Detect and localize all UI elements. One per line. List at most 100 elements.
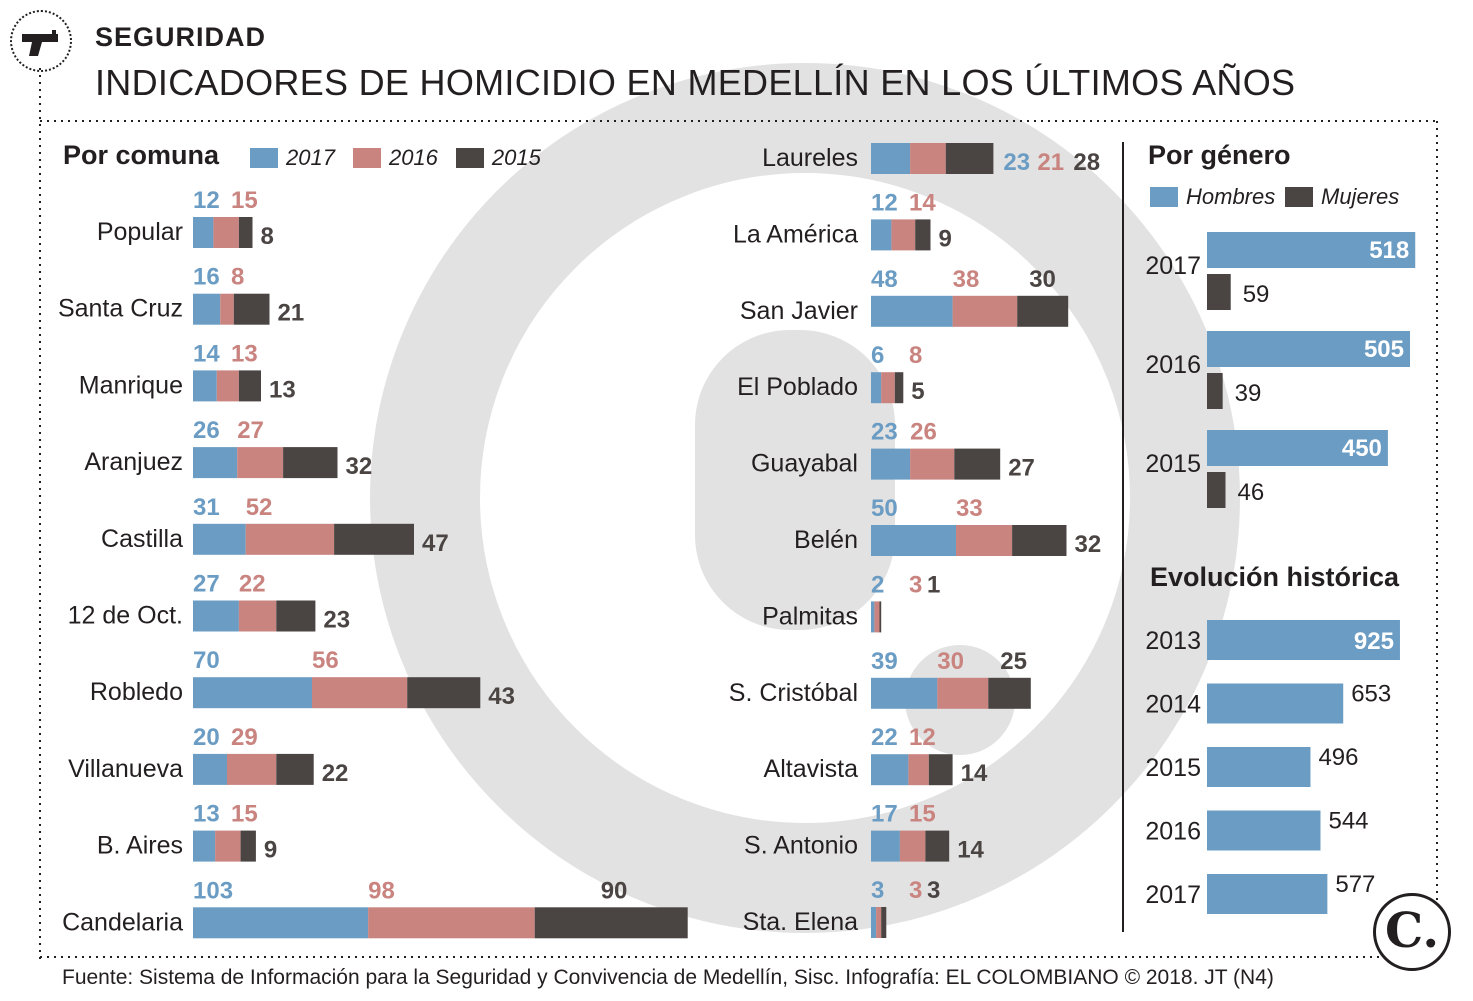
legend-2015: 2015 [455,145,541,171]
data-label-2017: 39 [871,648,898,675]
year-label: 2015 [1145,450,1201,478]
data-label-2015: 22 [322,760,349,787]
data-label-history: 577 [1335,871,1375,898]
bar-2015 [276,600,316,632]
category-label: Castilla [101,525,183,553]
category-label: B. Aires [97,832,183,860]
bar-2015 [881,907,887,938]
bar-2016 [237,447,284,479]
data-label-2015: 23 [323,607,350,634]
bar-2015 [240,830,256,862]
data-label-men: 450 [1342,435,1382,462]
bar-2017 [871,830,900,862]
legend-swatch-2015 [455,148,484,168]
data-label-2015: 25 [1000,648,1027,675]
category-label: La América [733,220,858,248]
bar-history [1207,683,1344,724]
data-label-men: 518 [1369,237,1409,264]
year-label: 2015 [1145,754,1201,782]
bar-2017 [871,677,938,709]
bar-2017 [871,448,911,480]
category-label: Aranjuez [84,448,183,476]
category-label: Villanueva [68,755,183,783]
data-label-2016: 3 [909,571,922,598]
category-label: 12 de Oct. [68,602,183,630]
data-label-2015: 47 [422,530,449,557]
data-label-2017: 17 [871,801,898,828]
data-label-2017: 23 [1003,149,1030,176]
data-label-2015: 90 [601,877,628,904]
bar-2015 [238,370,261,402]
data-label-2016: 38 [953,266,980,293]
data-label-2015: 27 [1008,455,1035,482]
bar-2017 [193,830,216,862]
bar-2016 [937,677,989,709]
bar-women [1207,274,1231,310]
bar-2017 [193,217,214,248]
bar-2017 [193,907,369,939]
category-label: Belén [794,526,858,554]
data-label-2017: 70 [193,647,220,674]
legend-label-2017: 2017 [286,145,335,170]
data-label-2016: 26 [910,419,937,446]
data-label-2017: 26 [193,417,220,444]
category-label: San Javier [740,297,858,325]
category-label: Altavista [764,755,859,783]
data-label-2015: 9 [264,837,277,864]
bar-2016 [891,219,916,251]
category-label: Manrique [79,371,183,399]
logo: C. [1373,893,1451,971]
data-label-2017: 27 [193,571,220,598]
bar-women [1207,373,1223,409]
category-label: Sta. Elena [743,908,858,936]
bar-2015 [915,219,931,251]
data-label-history: 544 [1328,808,1368,835]
page-title: INDICADORES DE HOMICIDIO EN MEDELLÍN EN … [95,62,1296,103]
data-label-2015: 43 [488,683,515,710]
bar-2015 [925,830,950,862]
data-label-2017: 3 [871,877,884,904]
bar-2016 [910,448,955,480]
data-label-history: 925 [1354,628,1394,655]
bar-2016 [910,143,946,174]
data-label-2015: 32 [346,453,373,480]
data-label-2017: 31 [193,494,220,521]
bar-men [1207,232,1416,268]
bar-2017 [193,293,221,325]
data-label-2016: 13 [231,340,258,367]
data-label-2016: 15 [231,801,258,828]
data-label-history: 496 [1318,744,1358,771]
legend-swatch-men [1150,187,1178,207]
data-label-2017: 103 [193,877,233,904]
bar-2017 [193,447,238,479]
comuna-section-title: Por comuna [63,140,220,170]
data-label-2016: 30 [937,648,964,675]
data-label-2015: 5 [911,378,924,405]
legend-swatch-2016 [352,148,381,168]
bar-2015 [988,677,1031,709]
bar-2016 [238,600,277,632]
data-label-2016: 98 [368,877,395,904]
bar-2016 [368,907,535,939]
divider [1122,142,1124,932]
category-label: Laureles [762,144,858,172]
data-label-2015: 1 [927,571,940,598]
bar-2015 [238,217,253,248]
data-label-women: 59 [1243,281,1270,308]
bar-2017 [193,677,312,709]
bar-2015 [894,372,904,404]
bar-2015 [276,753,314,785]
data-label-2017: 12 [193,187,220,214]
category-label: Santa Cruz [58,295,183,323]
bar-2017 [871,525,956,556]
category-label: Palmitas [762,602,858,630]
data-label-2017: 13 [193,801,220,828]
bar-2016 [956,525,1013,556]
data-label-women: 46 [1237,479,1264,506]
category-label: Candelaria [62,908,183,936]
bar-2016 [881,372,895,404]
data-label-2017: 23 [871,419,898,446]
